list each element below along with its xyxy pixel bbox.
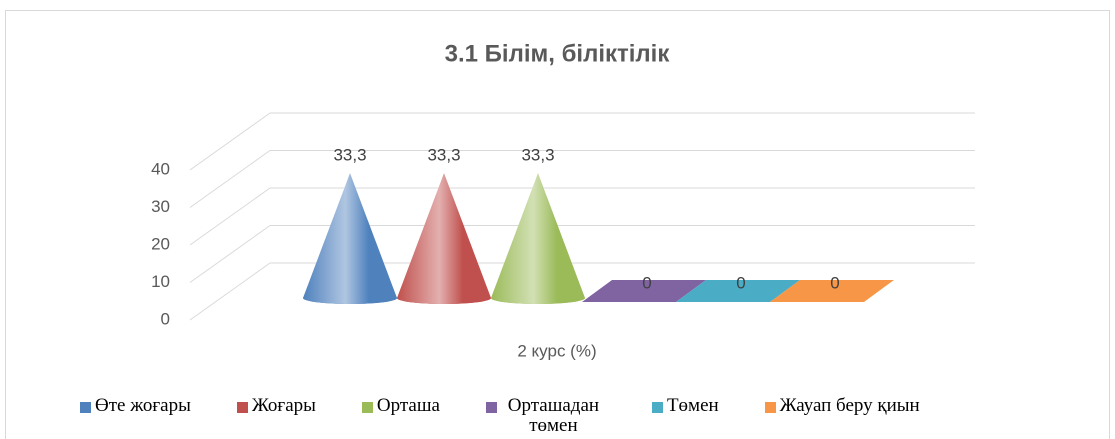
y-tick-label: 20 bbox=[151, 234, 170, 253]
legend-label: Төмен bbox=[666, 395, 719, 416]
legend-label: Орташа bbox=[376, 395, 440, 416]
x-axis-category: 2 курс (%) bbox=[517, 341, 596, 360]
y-tick-label: 30 bbox=[151, 197, 170, 216]
legend-label: Жауап беру қиын bbox=[779, 395, 920, 416]
legend-swatch bbox=[764, 402, 776, 413]
legend-item: Орташа bbox=[361, 395, 440, 436]
data-label: 33,3 bbox=[333, 146, 366, 165]
chart-title: 3.1 Білім, біліктілік bbox=[445, 40, 671, 67]
data-label: 0 bbox=[642, 273, 651, 292]
legend-item: Өте жоғары bbox=[80, 396, 191, 436]
data-label: 0 bbox=[830, 273, 839, 292]
chart-border bbox=[5, 10, 1110, 439]
data-label: 33,3 bbox=[521, 146, 554, 165]
cone bbox=[397, 173, 491, 304]
legend-item: Орташадан төмен bbox=[485, 395, 606, 436]
grid-line bbox=[189, 112, 271, 171]
legend-item: Жоғары bbox=[236, 395, 316, 436]
grid-line bbox=[189, 262, 271, 321]
legend-swatch bbox=[361, 402, 373, 413]
legend-swatch bbox=[485, 402, 497, 413]
legend-swatch bbox=[651, 402, 663, 413]
flat-bar bbox=[676, 280, 800, 302]
y-tick-label: 0 bbox=[161, 309, 170, 328]
data-label: 33,3 bbox=[427, 146, 460, 165]
y-tick-label: 10 bbox=[151, 272, 170, 291]
grid-line bbox=[189, 187, 271, 246]
grid-line bbox=[189, 150, 271, 208]
flat-bar bbox=[582, 280, 706, 302]
legend-label: Орташадан төмен bbox=[507, 395, 600, 436]
legend-swatch bbox=[80, 402, 91, 413]
data-label: 0 bbox=[736, 273, 745, 292]
legend-item: Төмен bbox=[651, 395, 719, 436]
legend-item: Жауап беру қиын bbox=[764, 395, 920, 436]
grid-line bbox=[189, 225, 271, 283]
cone bbox=[303, 173, 397, 304]
y-tick-label: 40 bbox=[151, 159, 170, 178]
legend-label: Жоғары bbox=[251, 395, 316, 416]
legend-swatch bbox=[236, 402, 248, 413]
legend-label: Өте жоғары bbox=[95, 395, 191, 416]
legend: Өте жоғары Жоғары Орташа Орташадан төмен Төм… bbox=[80, 396, 1040, 436]
cone bbox=[491, 173, 585, 304]
flat-bar bbox=[770, 280, 894, 302]
